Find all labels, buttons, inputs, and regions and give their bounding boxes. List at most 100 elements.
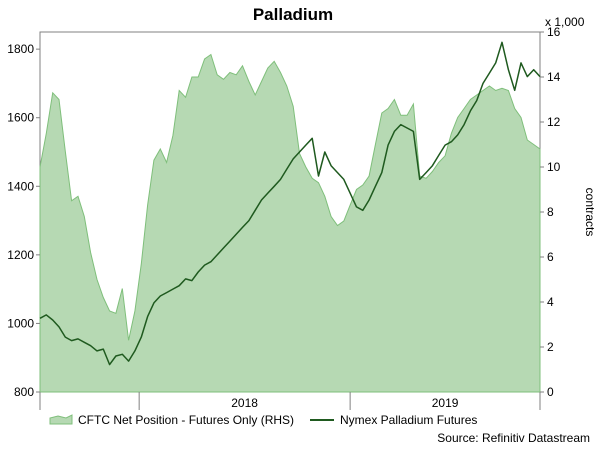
- palladium-data-point: [197, 271, 199, 273]
- cftc-data-point: [229, 72, 231, 74]
- palladium-data-point: [305, 144, 307, 146]
- palladium-data-point: [267, 192, 269, 194]
- cftc-data-point: [235, 74, 237, 76]
- palladium-data-point: [400, 124, 402, 126]
- cftc-data-point: [216, 74, 218, 76]
- palladium-data-point: [160, 295, 162, 297]
- palladium-data-point: [141, 336, 143, 338]
- right-axis-tick-label: 8: [547, 205, 554, 219]
- cftc-data-point: [267, 67, 269, 69]
- palladium-data-point: [191, 280, 193, 282]
- cftc-data-point: [39, 166, 41, 168]
- cftc-data-point: [400, 115, 402, 117]
- legend-label-cftc: CFTC Net Position - Futures Only (RHS): [78, 413, 294, 427]
- legend: CFTC Net Position - Futures Only (RHS) N…: [49, 413, 477, 427]
- palladium-data-point: [229, 240, 231, 242]
- cftc-data-point: [457, 117, 459, 119]
- palladium-data-point: [178, 285, 180, 287]
- cftc-data-point: [84, 216, 86, 218]
- legend-area-swatch: [49, 414, 73, 425]
- cftc-data-point: [109, 310, 111, 312]
- cftc-data-point: [273, 61, 275, 63]
- right-axis-tick-label: 14: [547, 70, 561, 84]
- palladium-data-point: [425, 172, 427, 174]
- palladium-data-point: [128, 360, 130, 362]
- right-axis-tick-label: 4: [547, 295, 554, 309]
- cftc-data-point: [128, 340, 130, 342]
- cftc-data-point: [261, 81, 263, 83]
- cftc-data-point: [58, 99, 60, 101]
- palladium-data-point: [362, 210, 364, 212]
- palladium-data-point: [413, 131, 415, 133]
- palladium-data-point: [71, 340, 73, 342]
- cftc-data-point: [197, 76, 199, 78]
- palladium-data-point: [514, 90, 516, 92]
- cftc-data-point: [482, 90, 484, 92]
- cftc-data-point: [305, 166, 307, 168]
- right-axis-label: contracts: [583, 188, 597, 237]
- source-note: Source: Refinitiv Datastream: [437, 431, 590, 445]
- palladium-data-point: [46, 314, 48, 316]
- left-axis-tick-label: 1000: [7, 316, 34, 330]
- cftc-data-point: [185, 97, 187, 99]
- cftc-data-point: [432, 171, 434, 173]
- palladium-data-point: [153, 302, 155, 304]
- cftc-data-point: [489, 85, 491, 87]
- cftc-data-point: [280, 72, 282, 74]
- cftc-data-point: [166, 162, 168, 164]
- cftc-data-point: [254, 94, 256, 96]
- right-axis-tick-label: 12: [547, 115, 561, 129]
- palladium-data-point: [96, 350, 98, 352]
- cftc-data-point: [501, 88, 503, 90]
- palladium-data-point: [394, 131, 396, 133]
- legend-label-palladium: Nymex Palladium Futures: [340, 413, 477, 427]
- palladium-data-point: [216, 254, 218, 256]
- palladium-data-point: [387, 144, 389, 146]
- cftc-data-point: [413, 103, 415, 105]
- x-axis-label: 2018: [231, 396, 258, 410]
- palladium-data-point: [375, 186, 377, 188]
- right-axis-tick-label: 16: [547, 25, 561, 39]
- palladium-data-point: [223, 247, 225, 249]
- left-axis-tick-label: 1400: [7, 179, 34, 193]
- cftc-data-point: [539, 148, 541, 150]
- palladium-data-point: [254, 210, 256, 212]
- palladium-data-point: [242, 227, 244, 229]
- palladium-data-point: [39, 318, 41, 320]
- palladium-data-point: [261, 199, 263, 201]
- palladium-data-point: [292, 158, 294, 160]
- palladium-data-point: [280, 179, 282, 181]
- cftc-data-point: [292, 106, 294, 108]
- cftc-data-point: [463, 108, 465, 110]
- cftc-data-point: [204, 58, 206, 60]
- cftc-data-point: [191, 76, 193, 78]
- palladium-data-point: [463, 124, 465, 126]
- palladium-data-point: [115, 355, 117, 357]
- cftc-data-point: [103, 297, 105, 299]
- cftc-data-point: [242, 65, 244, 67]
- left-axis-tick-label: 1600: [7, 111, 34, 125]
- cftc-data-point: [514, 108, 516, 110]
- palladium-line-layer: [39, 41, 541, 366]
- palladium-data-point: [185, 278, 187, 280]
- palladium-data-point: [90, 345, 92, 347]
- palladium-data-point: [134, 350, 136, 352]
- palladium-data-point: [406, 127, 408, 129]
- palladium-data-point: [65, 336, 67, 338]
- palladium-data-point: [501, 42, 503, 44]
- palladium-data-point: [311, 138, 313, 140]
- cftc-data-point: [343, 220, 345, 222]
- palladium-data-point: [103, 348, 105, 350]
- left-axis-tick-label: 1800: [7, 42, 34, 56]
- cftc-data-point: [381, 112, 383, 114]
- palladium-data-point: [286, 168, 288, 170]
- palladium-data-point: [451, 141, 453, 143]
- palladium-data-point: [109, 364, 111, 366]
- cftc-data-point: [115, 313, 117, 315]
- cftc-data-point: [356, 189, 358, 191]
- palladium-data-point: [337, 172, 339, 174]
- cftc-data-point: [286, 85, 288, 87]
- cftc-data-point: [508, 90, 510, 92]
- palladium-data-point: [349, 192, 351, 194]
- palladium-data-point: [356, 206, 358, 208]
